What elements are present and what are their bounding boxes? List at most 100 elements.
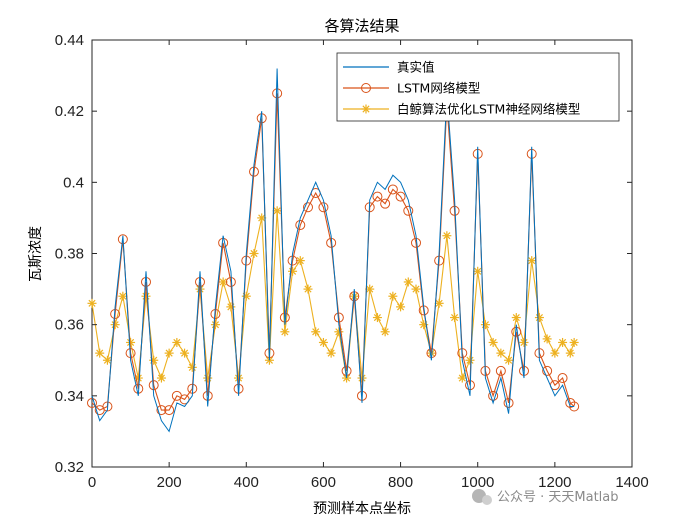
asterisk-stroke: [373, 313, 382, 322]
x-tick-label: 0: [88, 474, 96, 491]
data-point: [172, 337, 182, 347]
data-point: [95, 348, 105, 358]
asterisk-stroke: [458, 374, 466, 382]
series-line: [91, 68, 575, 433]
data-point: [249, 249, 259, 258]
x-tick-label: 800: [388, 474, 413, 491]
data-point: [118, 291, 128, 301]
asterisk-stroke: [273, 207, 281, 215]
data-point: [511, 313, 521, 323]
data-point: [311, 327, 321, 337]
data-point: [403, 277, 413, 287]
asterisk-stroke: [520, 338, 528, 347]
data-point: [218, 277, 228, 287]
data-point: [257, 213, 267, 223]
data-point: [565, 348, 575, 358]
data-point: [272, 88, 283, 99]
asterisk-stroke: [327, 349, 335, 357]
asterisk-stroke: [258, 214, 266, 222]
asterisk-stroke: [381, 328, 389, 336]
data-point: [488, 390, 499, 401]
data-point: [141, 291, 151, 301]
data-point: [372, 191, 383, 202]
data-point: [372, 313, 382, 323]
wechat-icon-bubble: [482, 495, 492, 505]
asterisk-stroke: [234, 374, 243, 382]
data-point: [334, 327, 344, 337]
data-point: [434, 298, 444, 308]
asterisk-stroke: [173, 338, 181, 347]
data-point: [164, 348, 174, 358]
data-point: [280, 327, 290, 337]
data-point: [542, 334, 552, 344]
data-point: [550, 348, 560, 358]
asterisk-stroke: [389, 292, 397, 300]
asterisk-stroke: [312, 328, 320, 336]
watermark-text: 公众号 · 天天Matlab: [497, 490, 619, 505]
asterisk-stroke: [165, 349, 173, 357]
data-point: [203, 373, 213, 383]
x-tick-label: 1000: [461, 474, 494, 491]
x-axis: 0 200 400 600 800 1000 1200 1400: [88, 40, 649, 491]
asterisk-stroke: [362, 105, 370, 113]
data-point: [495, 365, 506, 376]
y-tick-label: 0.42: [55, 103, 84, 120]
data-point: [102, 401, 113, 412]
data-point: [180, 348, 190, 358]
data-point: [396, 302, 406, 312]
data-point: [565, 397, 576, 408]
data-point: [117, 234, 128, 245]
data-point: [403, 205, 414, 216]
asterisk-stroke: [551, 349, 559, 357]
asterisk-stroke: [211, 321, 220, 329]
data-point: [558, 337, 568, 347]
data-point: [241, 291, 251, 301]
legend-marker: [361, 104, 371, 114]
asterisk-stroke: [126, 338, 135, 347]
data-point: [288, 266, 298, 276]
asterisk-stroke: [558, 338, 567, 347]
asterisk-stroke: [528, 257, 536, 265]
asterisk-stroke: [543, 335, 551, 343]
data-point: [387, 184, 398, 195]
data-point: [557, 373, 568, 384]
legend-entry: 真实值: [343, 60, 435, 75]
asterisk-stroke: [466, 356, 474, 364]
y-tick-label: 0.4: [63, 174, 84, 191]
x-axis-label: 预测样本点坐标: [313, 501, 411, 517]
y-tick-label: 0.38: [55, 246, 84, 263]
asterisk-stroke: [535, 313, 544, 322]
data-point: [519, 337, 529, 347]
asterisk-stroke: [219, 278, 227, 286]
x-tick-label: 400: [234, 474, 259, 491]
y-tick-label: 0.36: [55, 317, 84, 334]
asterisk-stroke: [103, 356, 112, 364]
data-point: [488, 337, 498, 347]
data-point: [503, 397, 514, 408]
x-tick-label: 600: [311, 474, 336, 491]
asterisk-stroke: [570, 338, 578, 347]
y-tick-label: 0.44: [55, 32, 84, 49]
asterisk-stroke: [358, 374, 366, 382]
asterisk-stroke: [180, 349, 189, 357]
asterisk-stroke: [304, 285, 312, 293]
x-tick-label: 200: [157, 474, 182, 491]
asterisk-stroke: [396, 303, 405, 311]
data-point: [496, 348, 506, 358]
data-point: [326, 348, 336, 358]
asterisk-stroke: [512, 313, 520, 322]
data-point: [210, 320, 220, 330]
legend-label: LSTM网络模型: [397, 81, 480, 96]
asterisk-stroke: [435, 299, 443, 307]
data-point: [442, 231, 452, 241]
data-point: [465, 355, 475, 365]
series-line: [91, 210, 575, 381]
legend-label: 真实值: [397, 60, 435, 75]
data-point: [569, 337, 579, 347]
data-point: [473, 266, 483, 276]
data-point: [156, 405, 167, 416]
data-point: [357, 373, 367, 383]
